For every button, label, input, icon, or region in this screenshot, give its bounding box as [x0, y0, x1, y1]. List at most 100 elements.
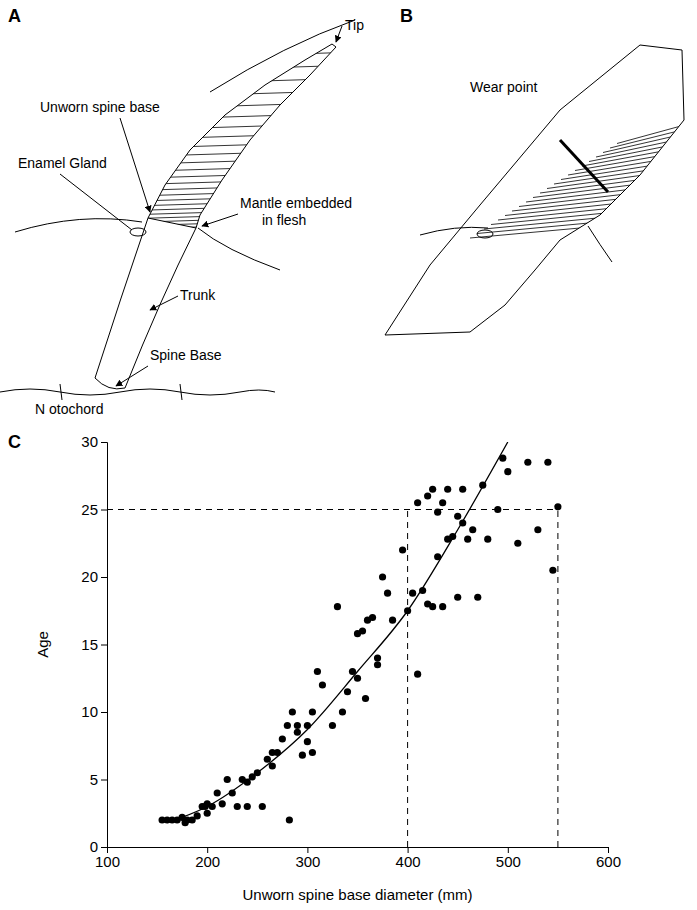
- hatch-line: [100, 222, 360, 230]
- tick-label: 200: [195, 853, 220, 870]
- data-point: [414, 499, 421, 506]
- tick: 200: [195, 847, 220, 870]
- data-point: [429, 486, 436, 493]
- tick-label: 100: [95, 853, 120, 870]
- body-outline: [210, 20, 355, 92]
- data-point: [384, 590, 391, 597]
- tick-mark: [101, 577, 107, 578]
- data-point: [204, 810, 211, 817]
- data-point: [524, 459, 531, 466]
- data-point: [194, 812, 201, 819]
- data-point: [309, 749, 316, 756]
- tick-mark: [101, 712, 107, 713]
- data-point: [309, 708, 316, 715]
- data-point: [424, 492, 431, 499]
- data-point: [409, 590, 416, 597]
- data-point: [544, 459, 551, 466]
- hatch-line: [100, 39, 360, 47]
- tick: 25: [81, 501, 107, 518]
- tick-mark: [101, 645, 107, 646]
- tick: 600: [596, 847, 621, 870]
- data-point: [444, 486, 451, 493]
- data-point: [464, 536, 471, 543]
- trunk-label: Trunk: [180, 287, 216, 303]
- data-point: [319, 681, 326, 688]
- tick-label: 500: [496, 853, 521, 870]
- hatch-line: [100, 141, 360, 149]
- data-point: [219, 800, 226, 807]
- hatch-line: [100, 123, 360, 131]
- tick-label: 10: [81, 703, 98, 720]
- data-point: [334, 603, 341, 610]
- data-point: [314, 668, 321, 675]
- leader: [120, 118, 150, 212]
- tick-mark: [101, 847, 107, 848]
- hatch-line: [100, 184, 360, 192]
- data-point: [344, 688, 351, 695]
- data-point: [454, 513, 461, 520]
- hatch-line: [100, 212, 360, 220]
- mantle-label: Mantle embeddedin flesh: [240, 195, 352, 228]
- data-point: [429, 603, 436, 610]
- data-point: [339, 708, 346, 715]
- fit-line: [167, 442, 508, 823]
- data-point: [459, 486, 466, 493]
- axis-line: [101, 443, 108, 848]
- panel-b: B Wear point: [385, 6, 690, 335]
- wear-point-label: Wear point: [470, 79, 538, 95]
- flesh-line: [15, 219, 142, 232]
- reference-line: [557, 510, 558, 848]
- hatch-line: [100, 150, 360, 158]
- data-point: [214, 789, 221, 796]
- data-point: [284, 722, 291, 729]
- notochord-segment: [60, 384, 62, 400]
- flesh-line: [420, 227, 488, 235]
- panel-letter: B: [400, 6, 413, 26]
- tick: 10: [81, 703, 107, 720]
- tick-label: 30: [81, 433, 98, 450]
- panel-letter: A: [8, 6, 21, 26]
- data-point: [494, 506, 501, 513]
- panel-a: A Tip Unworn spine base Enamel Gland Mantle …: [0, 6, 364, 417]
- gland-label: Enamel Gland: [18, 155, 107, 171]
- data-point: [224, 776, 231, 783]
- data-point: [304, 738, 311, 745]
- notochord-line: [0, 389, 275, 395]
- tick-label: 600: [596, 853, 621, 870]
- tick: 15: [81, 636, 107, 653]
- tick: 500: [496, 847, 521, 870]
- data-point: [504, 468, 511, 475]
- panel-letter: C: [8, 432, 21, 452]
- hatch-line: [100, 65, 360, 73]
- spine-base-label: Spine Base: [150, 347, 222, 363]
- tick-label: 15: [81, 636, 98, 653]
- leader: [116, 366, 148, 386]
- tick-mark: [101, 510, 107, 511]
- tick-label: 25: [81, 501, 98, 518]
- tick-label: 5: [90, 771, 98, 788]
- unworn-base-label: Unworn spine base: [40, 99, 160, 115]
- leader: [60, 174, 132, 230]
- spine-section: [385, 45, 684, 335]
- data-point: [534, 526, 541, 533]
- hatch-line: [100, 52, 360, 60]
- reference-line: [107, 509, 558, 510]
- data-point: [389, 617, 396, 624]
- data-point: [469, 526, 476, 533]
- panel-c: C100200300400500600051015202530Unworn sp…: [8, 432, 621, 903]
- data-point: [264, 756, 271, 763]
- tick: 20: [81, 568, 107, 585]
- tip-label: Tip: [345, 17, 364, 33]
- wear-line: [560, 140, 608, 192]
- plot-area: [107, 442, 562, 847]
- data-point: [379, 573, 386, 580]
- data-point: [234, 803, 241, 810]
- data-point: [329, 722, 336, 729]
- notochord-segment: [180, 384, 182, 400]
- hatch-line: [100, 219, 360, 227]
- data-point: [362, 695, 369, 702]
- data-point: [244, 803, 251, 810]
- spine-trunk: [95, 218, 196, 389]
- tick: 30: [81, 433, 107, 450]
- data-point: [289, 708, 296, 715]
